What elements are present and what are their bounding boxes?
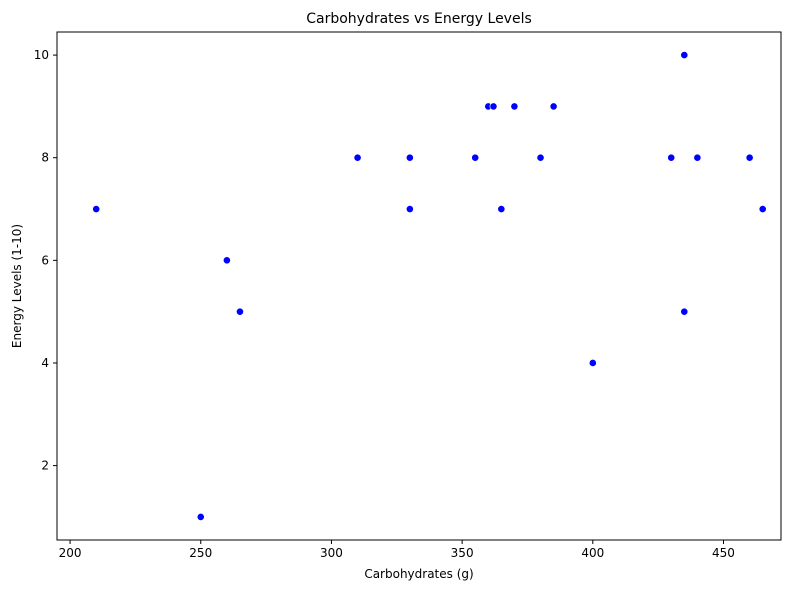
x-tick-label: 350 xyxy=(451,546,474,560)
data-point xyxy=(693,153,702,162)
data-point xyxy=(236,307,244,316)
plot-area-frame xyxy=(56,31,782,541)
data-point xyxy=(489,102,498,111)
data-point xyxy=(745,153,754,162)
data-point xyxy=(758,205,767,213)
x-tick-label: 200 xyxy=(59,546,82,560)
y-tick-label: 8 xyxy=(41,151,49,165)
data-point xyxy=(588,359,597,367)
data-point xyxy=(405,153,414,162)
y-tick-label: 10 xyxy=(34,48,49,62)
data-point xyxy=(680,307,689,316)
data-point xyxy=(680,51,689,59)
data-point xyxy=(536,153,545,162)
x-axis-ticks: 200 250 300 350 400 450 xyxy=(59,540,735,560)
data-point xyxy=(222,256,231,265)
data-point xyxy=(549,102,558,111)
data-point xyxy=(471,153,480,162)
y-tick-label: 6 xyxy=(41,253,49,267)
points-layer xyxy=(92,51,767,521)
y-tick-label: 4 xyxy=(41,356,49,370)
chart-title: Carbohydrates vs Energy Levels xyxy=(306,11,532,27)
x-tick-label: 400 xyxy=(581,546,604,560)
x-tick-label: 450 xyxy=(712,546,735,560)
data-point xyxy=(667,153,676,162)
x-tick-label: 250 xyxy=(189,546,212,560)
x-tick-label: 300 xyxy=(320,546,343,560)
data-point xyxy=(497,205,506,213)
data-point xyxy=(92,205,101,213)
data-point xyxy=(353,153,362,162)
data-point xyxy=(405,205,414,213)
y-axis-ticks: 2 4 6 8 10 xyxy=(34,48,57,473)
y-tick-label: 2 xyxy=(41,459,49,473)
data-point xyxy=(510,102,519,111)
x-axis-label: Carbohydrates (g) xyxy=(364,567,473,581)
y-axis-label: Energy Levels (1-10) xyxy=(10,224,24,348)
data-point xyxy=(196,513,205,521)
